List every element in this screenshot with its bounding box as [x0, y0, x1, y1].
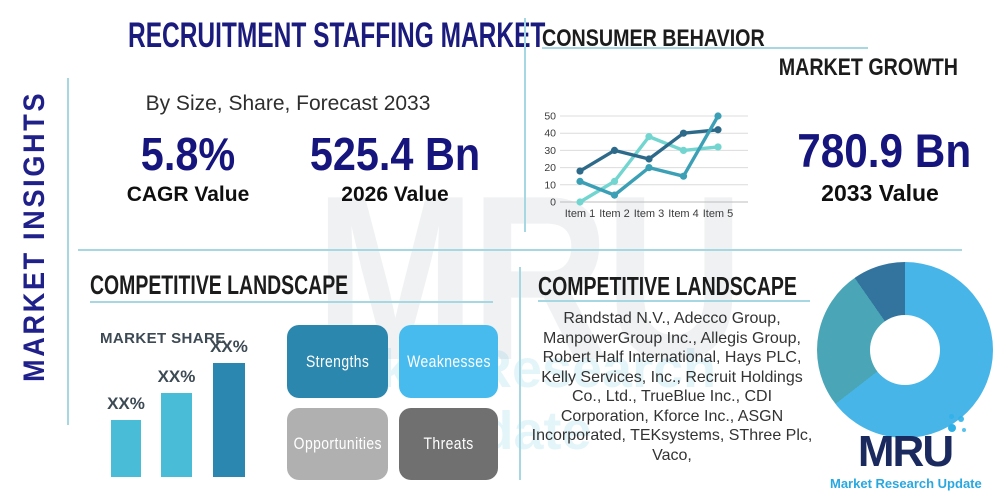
logo-splash-dot: [958, 416, 965, 422]
svg-text:30: 30: [544, 145, 556, 157]
bar-value-label: XX%: [107, 394, 145, 413]
company-list-line: Co., Ltd., TrueBlue Inc., CDI: [571, 388, 773, 405]
bar-value-label: XX%: [157, 367, 196, 386]
value-2033: 780.9 Bn: [797, 124, 972, 177]
company-list-line: Randstad N.V., Adecco Group,: [563, 310, 781, 327]
company-list-line: Robert Half International, Hays PLC,: [542, 349, 802, 366]
swot-opportunities-label: Opportunities: [293, 434, 382, 453]
swot-grid: Strengths Weaknesses Opportunities Threa…: [287, 325, 498, 480]
swot-opportunities: Opportunities: [287, 408, 388, 480]
brand-logo: MRU Market Research Update: [830, 414, 982, 491]
svg-text:Item 1: Item 1: [565, 208, 596, 220]
svg-text:10: 10: [544, 179, 556, 191]
cagr-value: 5.8%: [140, 128, 236, 180]
company-list: Randstad N.V., Adecco Group, ManpowerGro…: [522, 309, 822, 465]
cagr-stat: 5.8% CAGR Value: [108, 130, 268, 207]
top-right-divider-line: [524, 18, 526, 232]
market-growth-title: MARKET GROWTH: [778, 54, 958, 81]
market-share-bar-chart: XX% XX% XX%: [100, 336, 260, 477]
market-share-bar: [213, 363, 245, 477]
swot-weaknesses-label: Weaknesses: [406, 351, 491, 371]
market-share-bar: [161, 393, 192, 477]
swot-strengths: Strengths: [287, 325, 388, 398]
market-share-label: MARKET SHARE: [100, 330, 226, 347]
logo-splash-dot: [962, 428, 967, 432]
sidebar-divider-line: [67, 78, 69, 425]
brand-logo-text: MRU: [858, 414, 967, 474]
competitive-right-underline: [538, 300, 810, 302]
svg-text:Item 4: Item 4: [668, 208, 699, 220]
competitive-landscape-right-title: COMPETITIVE LANDSCAPE: [538, 271, 797, 301]
consumer-behavior-underline: [542, 47, 868, 49]
page-subtitle: By Size, Share, Forecast 2033: [145, 92, 431, 115]
cagr-label: CAGR Value: [126, 183, 250, 207]
company-list-line: Vaco,: [652, 446, 692, 464]
svg-text:Item 3: Item 3: [634, 208, 665, 220]
swot-weaknesses: Weaknesses: [399, 325, 498, 398]
page-title: RECRUITMENT STAFFING MARKET: [128, 16, 546, 55]
label-2026: 2026 Value: [341, 183, 449, 207]
company-list-line: Incorporated, TEKsystems, SThree Plc,: [531, 427, 813, 444]
logo-splash-dot: [948, 424, 957, 432]
sidebar-vertical-label: MARKET INSIGHTS: [18, 90, 51, 382]
horizontal-divider-line: [78, 249, 962, 251]
value-2026-stat: 525.4 Bn 2026 Value: [300, 130, 490, 207]
market-share-bar: [111, 420, 141, 477]
line-chart: 0 10 20 30 40 50 Item 1 Item 2 Item 3 Item 4 Item …: [538, 108, 758, 226]
donut-hole: [870, 315, 940, 385]
label-2033: 2033 Value: [821, 180, 939, 207]
company-list-line: Kelly Services, Inc., Recruit Holdings: [541, 368, 803, 386]
swot-strengths-label: Strengths: [305, 351, 370, 371]
bar-value-label: XX%: [210, 337, 248, 356]
swot-threats: Threats: [399, 408, 498, 480]
value-2033-stat: 780.9 Bn 2033 Value: [788, 126, 972, 207]
logo-splash-dot: [949, 414, 955, 419]
value-2026: 525.4 Bn: [309, 128, 481, 180]
company-list-line: Corporation, Kforce Inc., ASGN: [560, 407, 784, 425]
competitive-landscape-left-title: COMPETITIVE LANDSCAPE: [90, 270, 349, 300]
company-list-line: ManpowerGroup Inc., Allegis Group,: [543, 329, 801, 347]
svg-text:40: 40: [544, 128, 556, 140]
svg-text:50: 50: [544, 111, 556, 123]
competitive-left-underline: [90, 301, 493, 303]
svg-text:0: 0: [550, 197, 556, 209]
brand-tagline: Market Research Update: [830, 476, 982, 491]
donut-chart: [817, 262, 993, 438]
svg-text:Item 2: Item 2: [599, 208, 630, 220]
svg-text:Item 5: Item 5: [703, 208, 734, 220]
swot-threats-label: Threats: [423, 434, 474, 453]
bottom-right-divider-line: [519, 267, 521, 480]
svg-text:20: 20: [544, 162, 556, 174]
